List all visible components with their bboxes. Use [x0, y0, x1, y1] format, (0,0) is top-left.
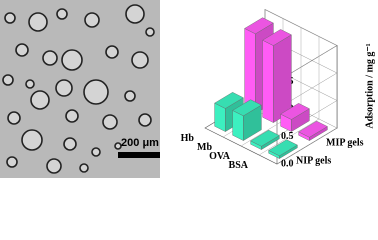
bar-top	[214, 92, 244, 109]
bar-front	[262, 39, 274, 123]
category-label: OVA	[209, 151, 231, 162]
category-label: Mb	[197, 142, 212, 153]
series-label: NIP gels	[296, 155, 331, 166]
category-label: Hb	[181, 133, 195, 144]
micrograph: 200 μm	[0, 0, 160, 178]
grid-line	[264, 9, 338, 82]
bar	[280, 103, 310, 132]
bar-top	[244, 17, 274, 35]
bar-top	[298, 120, 328, 138]
bar-top	[250, 129, 280, 147]
y-tick-label: 0.0	[281, 158, 294, 169]
bar	[232, 99, 262, 141]
scale-bar	[118, 152, 160, 158]
y-tick-label: 0.5	[281, 131, 294, 142]
bar-top	[268, 139, 298, 157]
bar	[250, 129, 280, 150]
bar	[268, 139, 298, 159]
y-axis-title: Adsorption / mg g⁻¹	[364, 43, 375, 128]
scale-bar-label: 200 μm	[121, 137, 159, 149]
category-label: BSA	[229, 160, 249, 171]
bar-top	[262, 29, 292, 46]
bar-top	[232, 99, 262, 117]
series-label: MIP gels	[326, 137, 364, 148]
bar-top	[280, 103, 310, 120]
droplets	[2, 4, 155, 174]
bar	[298, 120, 328, 141]
bar	[262, 29, 292, 123]
